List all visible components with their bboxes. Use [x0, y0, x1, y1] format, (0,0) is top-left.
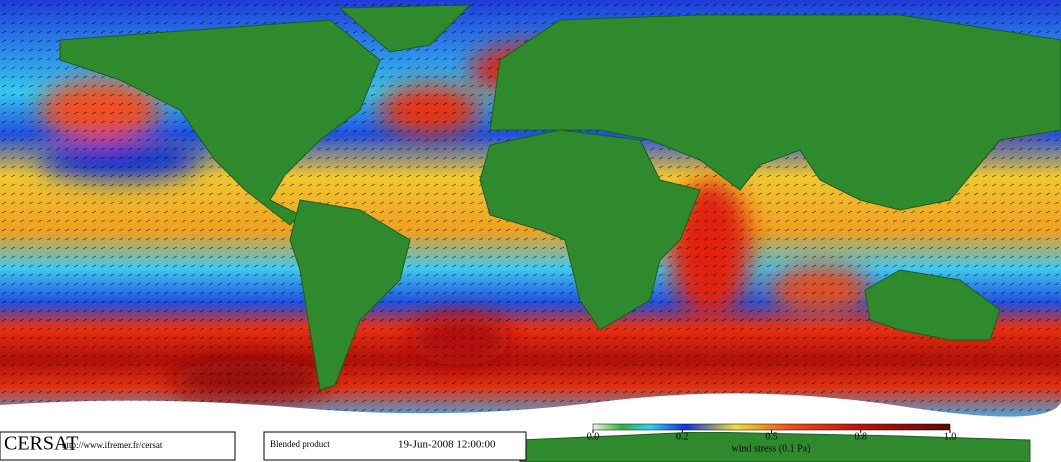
south-america: [289, 199, 411, 391]
colorbar: [592, 423, 951, 431]
colorbar-tick-label: 0.2: [676, 431, 689, 442]
greenland: [338, 4, 472, 53]
colorbar-label: wind stress (0.1 Pa): [732, 443, 811, 454]
url: http://www.ifremer.fr/cersat: [62, 440, 163, 450]
product: Blended product: [270, 439, 330, 449]
eurasia: [489, 14, 1061, 211]
sea-ice: [0, 393, 1061, 432]
timestamp: 19-Jun-2008 12:00:00: [398, 439, 496, 451]
colorbar-tick-label: 1.0: [944, 431, 957, 442]
continents: [59, 4, 1061, 462]
colorbar-tick-label: 0.0: [587, 431, 600, 442]
colorbar-tick-label: 0.8: [855, 431, 868, 442]
info-box: [263, 431, 527, 461]
logo: CERSAT: [4, 433, 78, 455]
australia: [864, 269, 1001, 341]
logo-box: [0, 431, 236, 461]
africa: [479, 129, 701, 331]
colorbar-tick-label: 0.5: [765, 431, 778, 442]
